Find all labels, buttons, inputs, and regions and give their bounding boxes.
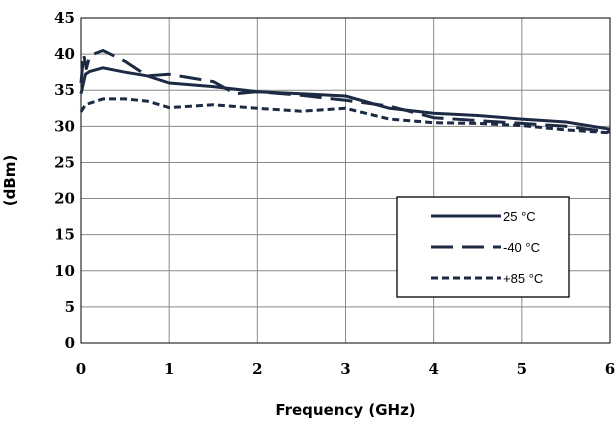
y-tick-label: 40 <box>54 45 75 63</box>
x-axis-title: Frequency (GHz) <box>275 401 415 419</box>
x-tick-label: 6 <box>605 360 615 378</box>
x-tick-label: 5 <box>517 360 527 378</box>
legend-label-3: +85 °C <box>503 271 543 286</box>
x-axis-tick-labels: 0 1 2 3 4 5 6 <box>76 360 615 378</box>
y-tick-label: 15 <box>54 226 75 244</box>
y-tick-label: 35 <box>54 81 75 99</box>
y-tick-label: 5 <box>65 298 75 316</box>
series-line-3 <box>79 97 611 135</box>
y-tick-label: 10 <box>54 262 75 280</box>
plot-area <box>80 17 611 344</box>
y-tick-label: 20 <box>54 190 75 208</box>
x-tick-label: 2 <box>252 360 262 378</box>
y-tick-label: 25 <box>54 153 75 171</box>
y-tick-label: 45 <box>54 9 75 27</box>
y-axis-title: (dBm) <box>1 155 19 207</box>
x-tick-label: 1 <box>164 360 174 378</box>
x-tick-label: 4 <box>428 360 438 378</box>
x-tick-label: 3 <box>340 360 350 378</box>
x-tick-label: 0 <box>76 360 86 378</box>
legend-label-1: 25 °C <box>503 209 536 224</box>
legend: 25 °C -40 °C +85 °C <box>396 196 570 298</box>
legend-label-2: -40 °C <box>503 240 540 255</box>
y-tick-label: 30 <box>54 117 75 135</box>
y-axis-tick-labels: 0 5 10 15 20 25 30 35 40 45 <box>54 9 75 352</box>
y-tick-label: 0 <box>65 334 75 352</box>
series-lines <box>79 49 611 135</box>
